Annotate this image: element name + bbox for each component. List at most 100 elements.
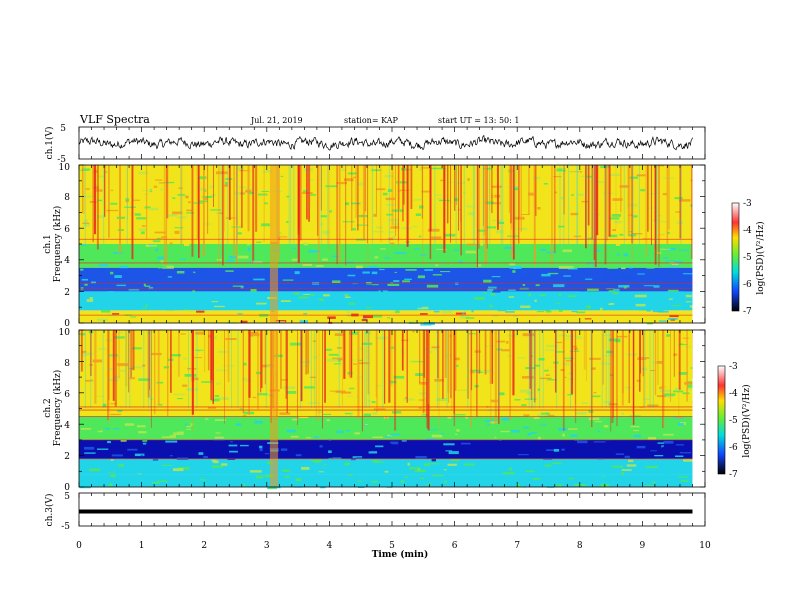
sferic-streak — [309, 165, 311, 209]
spectrogram-speckle — [100, 384, 104, 387]
spectrogram-speckle — [311, 374, 317, 377]
cyan-streak — [515, 165, 517, 244]
spectrogram-speckle — [491, 194, 501, 198]
cyan-streak — [542, 330, 544, 409]
spectrogram-speckle — [588, 409, 594, 413]
spectrogram-speckle — [234, 441, 241, 443]
spectrogram-speckle — [490, 261, 501, 263]
spectrogram-speckle — [387, 434, 392, 437]
spectrogram-speckle — [198, 452, 204, 455]
sferic-streak — [419, 330, 421, 383]
spectrogram-band — [79, 474, 693, 487]
spectrogram-speckle — [353, 363, 358, 365]
spectrogram-speckle — [326, 358, 338, 362]
cyan-streak — [472, 165, 474, 244]
spectrogram-speckle — [118, 185, 128, 187]
spectrogram-speckle — [546, 344, 558, 348]
sferic-streak — [125, 330, 128, 387]
spectrogram-speckle — [391, 244, 401, 246]
spectrogram-speckle — [418, 392, 430, 395]
time-axis-label: Time (min) — [372, 549, 429, 560]
sferic-streak — [621, 330, 624, 406]
spectrogram-speckle — [533, 467, 541, 470]
spectrogram-speckle — [390, 226, 400, 229]
sferic-streak — [308, 165, 310, 222]
spectrogram-speckle — [138, 431, 147, 434]
spectrogram-speckle — [89, 468, 101, 472]
spectrogram-speckle — [384, 175, 394, 178]
spectrogram-speckle — [373, 231, 384, 233]
spectrogram-speckle — [590, 272, 598, 275]
spectrogram-speckle — [351, 413, 361, 417]
sferic-streak — [484, 165, 487, 265]
spectrogram-speckle — [254, 420, 263, 424]
spectrogram-speckle — [404, 278, 412, 280]
sferic-streak — [483, 165, 486, 236]
spectrogram-speckle — [441, 310, 453, 314]
sferic-streak — [264, 330, 266, 385]
spectrogram-speckle — [379, 459, 386, 462]
spectrogram-speckle — [199, 479, 206, 481]
spectrogram-speckle — [286, 195, 290, 198]
spectrogram-speckle — [436, 331, 439, 333]
spectrogram-speckle — [256, 241, 262, 243]
ch2-spectrogram-image — [79, 330, 705, 490]
spectrogram-speckle — [384, 255, 389, 258]
spectrogram-speckle — [566, 356, 570, 359]
spectrogram-speckle — [635, 303, 646, 307]
spectrogram-speckle — [512, 315, 519, 317]
spectrogram-speckle — [310, 289, 321, 291]
spectrogram-speckle — [158, 233, 165, 237]
spectrogram-speckle — [320, 486, 326, 489]
spectrogram-speckle — [138, 378, 150, 381]
spectrogram-speckle — [621, 412, 624, 415]
spectrogram-speckle — [612, 229, 616, 231]
spectrogram-speckle — [166, 214, 178, 217]
spectrogram-speckle — [84, 452, 96, 454]
spectrogram-band — [79, 458, 693, 475]
spectrogram-speckle — [544, 369, 549, 372]
spectrogram-speckle — [586, 444, 590, 446]
spectrogram-speckle — [527, 433, 531, 436]
spectrogram-speckle — [683, 330, 695, 333]
spectrogram-speckle — [218, 359, 227, 362]
spectrogram-speckle — [663, 433, 674, 436]
spectrogram-speckle — [491, 195, 495, 198]
spectrogram-speckle — [345, 202, 349, 206]
spectrogram-speckle — [224, 181, 229, 185]
spectrogram-speckle — [648, 437, 656, 440]
spectrogram-speckle — [164, 272, 174, 275]
sferic-streak — [610, 330, 612, 432]
spectrogram-speckle — [393, 375, 405, 379]
spectrogram-speckle — [496, 340, 506, 343]
spectrogram-speckle — [166, 308, 175, 311]
sferic-streak — [534, 165, 537, 216]
spectrogram-speckle — [346, 429, 351, 432]
spectrogram-speckle — [572, 214, 582, 217]
spectrogram-speckle — [95, 184, 98, 187]
spectrogram-speckle — [118, 464, 124, 467]
spectrogram-speckle — [300, 360, 311, 364]
sferic-streak — [467, 330, 469, 399]
spectrogram-speckle — [567, 394, 573, 396]
spectrogram-speckle — [106, 209, 119, 212]
spectrogram-speckle — [319, 287, 329, 291]
cyan-streak — [364, 330, 366, 409]
spectrogram-speckle — [628, 459, 634, 463]
spectrogram-speckle — [487, 423, 490, 426]
spectrogram-speckle — [400, 480, 404, 483]
sferic-streak — [628, 330, 630, 403]
ch1-waveform-line — [78, 135, 693, 151]
cyan-streak — [90, 330, 92, 409]
spectrogram-speckle — [446, 205, 457, 208]
spectrogram-speckle — [240, 284, 245, 287]
spectrogram-speckle — [192, 290, 195, 293]
spectrogram-speckle — [203, 436, 209, 439]
spectrogram-speckle — [157, 246, 166, 248]
spectrogram-speckle — [344, 296, 351, 298]
spectrogram-speckle — [570, 434, 578, 437]
cyan-streak — [265, 330, 267, 409]
sferic-streak — [328, 165, 330, 249]
spectrogram-speckle — [224, 184, 228, 187]
spectrogram-speckle — [586, 175, 593, 178]
